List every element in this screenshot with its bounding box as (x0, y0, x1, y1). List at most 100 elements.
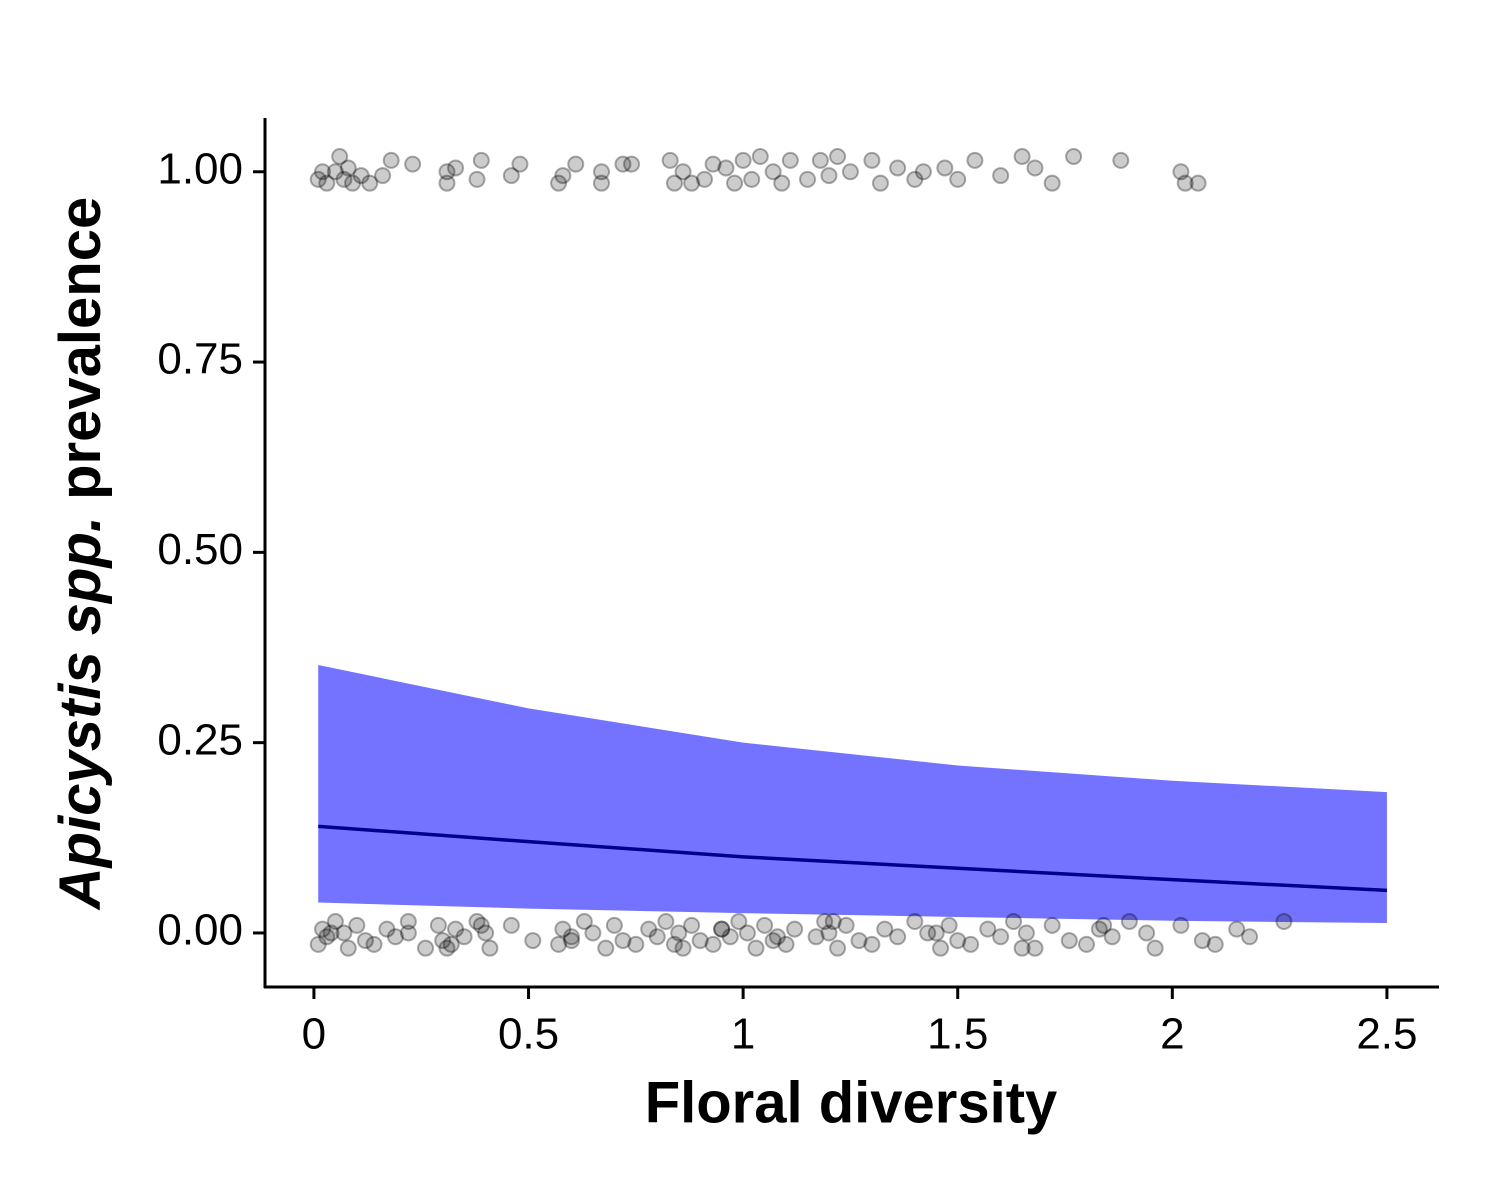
data-point (1120, 913, 1138, 931)
data-point (738, 924, 756, 942)
data-point (1005, 913, 1023, 931)
data-point (863, 935, 881, 953)
data-point (863, 151, 881, 169)
data-point (914, 163, 932, 181)
data-point (404, 155, 422, 173)
data-point (550, 174, 568, 192)
data-point (665, 174, 683, 192)
data-point (382, 151, 400, 169)
data-point (717, 159, 735, 177)
data-point (592, 174, 610, 192)
data-point (468, 170, 486, 188)
data-point (1206, 935, 1224, 953)
y-axis-title-rest: prevalence (48, 197, 113, 500)
data-point (640, 920, 658, 938)
data-point (704, 935, 722, 953)
data-point (554, 167, 572, 185)
data-point (1026, 939, 1044, 957)
data-point (932, 939, 950, 957)
y-axis-title-italic: Apicystis spp. (48, 516, 113, 911)
data-point (326, 913, 344, 931)
data-point (365, 935, 383, 953)
x-axis-title: Floral diversity (645, 1070, 1058, 1135)
data-point (455, 928, 473, 946)
data-point (352, 167, 370, 185)
data-point (966, 151, 984, 169)
data-point (524, 932, 542, 950)
data-point (730, 913, 748, 931)
data-point (614, 155, 632, 173)
plot-area (309, 148, 1388, 957)
data-point (811, 151, 829, 169)
x-tick-label: 2.5 (1356, 1010, 1417, 1059)
data-point (841, 163, 859, 181)
data-point (962, 935, 980, 953)
data-point (438, 939, 456, 957)
y-tick-label: 0.25 (157, 715, 243, 764)
data-point (850, 932, 868, 950)
y-tick-label: 0.75 (157, 335, 243, 384)
data-point (773, 174, 791, 192)
data-point (314, 920, 332, 938)
data-point (429, 916, 447, 934)
data-point (331, 148, 349, 166)
data-point (1013, 148, 1031, 166)
y-tick-label: 0.00 (157, 906, 243, 955)
data-point (322, 924, 340, 942)
data-point (889, 159, 907, 177)
data-point (339, 159, 357, 177)
data-point (348, 916, 366, 934)
data-point (481, 939, 499, 957)
data-point (472, 151, 490, 169)
data-point (417, 939, 435, 957)
x-tick-label: 2 (1160, 1010, 1184, 1059)
x-tick-label: 0.5 (498, 1010, 559, 1059)
data-point (927, 924, 945, 942)
data-point (605, 916, 623, 934)
data-point (721, 928, 739, 946)
data-point (1112, 151, 1130, 169)
data-point (318, 928, 336, 946)
y-axis-title: Apicystis spp. prevalence (48, 197, 113, 911)
data-point (511, 155, 529, 173)
data-point (335, 924, 353, 942)
data-point (747, 939, 765, 957)
data-point (1189, 174, 1207, 192)
data-point (820, 924, 838, 942)
data-point (1017, 924, 1035, 942)
data-point (344, 174, 362, 192)
data-point (1103, 928, 1121, 946)
data-point (777, 935, 795, 953)
data-point (992, 928, 1010, 946)
data-point (1060, 932, 1078, 950)
data-point (756, 916, 774, 934)
data-point (661, 151, 679, 169)
data-point (1013, 939, 1031, 957)
fit-line (318, 824, 1388, 893)
data-point (614, 932, 632, 950)
data-point (1077, 935, 1095, 953)
data-point (674, 939, 692, 957)
y-tick-label: 0.50 (157, 525, 243, 574)
data-point (799, 170, 817, 188)
data-point (584, 924, 602, 942)
data-point (876, 920, 894, 938)
y-tick-label: 1.00 (157, 144, 243, 193)
data-point (434, 932, 452, 950)
confidence-band (318, 665, 1387, 924)
data-point (829, 939, 847, 957)
data-point (786, 920, 804, 938)
data-point (768, 928, 786, 946)
data-point (816, 913, 834, 931)
data-point (627, 935, 645, 953)
data-point (829, 148, 847, 166)
data-point (683, 174, 701, 192)
data-point (386, 928, 404, 946)
data-point (781, 151, 799, 169)
data-point (751, 148, 769, 166)
data-point (502, 916, 520, 934)
data-point (683, 916, 701, 934)
data-point (979, 920, 997, 938)
data-point (361, 174, 379, 192)
